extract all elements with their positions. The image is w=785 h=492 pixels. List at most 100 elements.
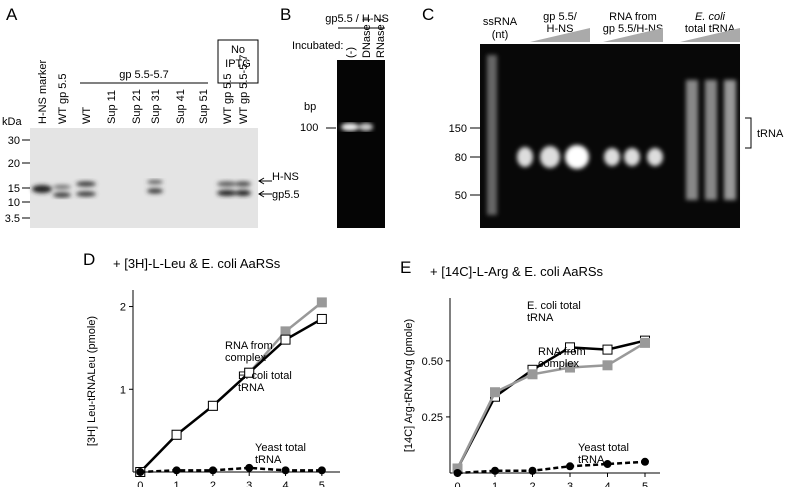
- point: [316, 313, 327, 324]
- x-tick-label: 4: [604, 481, 610, 487]
- point: [565, 362, 575, 373]
- series-name: Yeast total tRNA: [255, 442, 306, 466]
- row-label: Incubated:: [292, 40, 343, 52]
- y-tick-label: 1: [120, 384, 126, 396]
- ladder-label: ssRNA: [483, 16, 518, 28]
- x-tick-label: 5: [642, 481, 648, 487]
- series-line: [456, 341, 646, 470]
- series-name: RNA from complex: [538, 346, 586, 370]
- point: [602, 360, 613, 371]
- series-label: Yeast total tRNA: [578, 442, 629, 466]
- marker: 3.5: [5, 213, 20, 225]
- chart-title: + [14C]-L-Arg & E. coli AaRSs: [430, 264, 604, 279]
- group-label: gp 5.5/: [543, 11, 578, 23]
- unit: bp: [304, 101, 316, 113]
- box: [217, 39, 259, 84]
- x-tick-label: 1: [174, 480, 180, 487]
- series-name: Yeast total tRNA: [578, 442, 629, 466]
- gel: [337, 60, 385, 228]
- x-tick-label: 0: [137, 480, 143, 487]
- lane-labels: H-NS marker WT gp 5.5 WT Sup 11 Sup 21 Sup 31…: [37, 55, 250, 125]
- point: [316, 297, 327, 308]
- point: [527, 369, 538, 380]
- point: [136, 468, 145, 476]
- point: [171, 429, 182, 440]
- panel-label: C: [422, 5, 434, 24]
- lane-label: RNase I: [375, 18, 387, 58]
- point: [245, 463, 254, 472]
- header: gp5.5 / H-NS: [325, 13, 389, 25]
- point: [566, 462, 574, 471]
- bracket: [745, 117, 752, 149]
- marker: 10: [8, 197, 20, 209]
- band-label: H-NS: [272, 171, 299, 183]
- markers: 30 20 15 10 3.5: [5, 135, 30, 225]
- lane-label: WT gp 5.5-5.7: [238, 55, 250, 125]
- point: [640, 337, 650, 348]
- point: [490, 387, 500, 398]
- marker: 15: [8, 183, 20, 195]
- group-label: RNA from: [609, 11, 657, 23]
- x-tick-label: 4: [282, 480, 288, 487]
- marker: 100: [300, 122, 318, 134]
- lane-label: (-): [345, 47, 357, 58]
- y-tick-label: 2: [120, 302, 126, 314]
- marker: 50: [455, 190, 467, 202]
- series-line: [139, 317, 323, 473]
- series-line: [140, 466, 322, 474]
- chart-title: + [3H]-L-Leu & E. coli AaRSs: [113, 256, 281, 271]
- point: [207, 400, 218, 411]
- point: [602, 344, 613, 355]
- x-tick-label: 2: [529, 481, 535, 487]
- point: [281, 466, 290, 475]
- ladder-label: (nt): [492, 29, 509, 41]
- markers: 150 80 50: [449, 123, 480, 202]
- point: [603, 460, 612, 469]
- series-line: [456, 339, 646, 470]
- bracket-label: gp 5.5-5.7: [119, 69, 169, 81]
- marker: 80: [455, 152, 467, 164]
- lane-label: WT: [81, 107, 93, 124]
- lane-label: Sup 51: [198, 89, 210, 124]
- band-label: tRNA: [757, 128, 784, 140]
- x-tick-label: 3: [246, 480, 252, 487]
- point: [641, 457, 649, 466]
- gradient-triangle: [603, 28, 663, 42]
- gel: [30, 128, 258, 228]
- series-label: E. coli total tRNA: [527, 300, 581, 324]
- lane-label: Sup 21: [131, 89, 143, 124]
- gel: [480, 44, 740, 228]
- panel-label: D: [83, 250, 95, 269]
- point: [491, 466, 499, 475]
- series-label: RNA from complex: [538, 346, 586, 370]
- x-tick-label: 0: [454, 481, 460, 487]
- marker: 150: [449, 123, 467, 135]
- lane-label: WT gp 5.5: [57, 73, 69, 124]
- x-tick-label: 5: [319, 480, 325, 487]
- box-label: IPTG: [225, 58, 251, 70]
- point: [208, 466, 217, 475]
- series-name: E. coli total tRNA: [238, 370, 292, 394]
- x-tick-label: 3: [567, 481, 573, 487]
- point: [528, 466, 537, 475]
- series-line: [457, 460, 646, 475]
- arrows: [258, 177, 272, 198]
- unit: kDa: [2, 116, 22, 128]
- series-name: E. coli total tRNA: [527, 300, 581, 324]
- point: [453, 469, 462, 477]
- group-label: E. coli: [695, 11, 726, 23]
- series-label: RNA from complex: [225, 340, 273, 364]
- x-tick-label: 1: [492, 481, 498, 487]
- group-label: H-NS: [547, 23, 574, 35]
- lane-label: Sup 31: [150, 89, 162, 124]
- box-label: No: [231, 44, 245, 56]
- lane-label: Sup 11: [106, 90, 118, 124]
- marker: 30: [8, 135, 20, 147]
- panel-label: A: [6, 5, 18, 24]
- panel-label: E: [400, 258, 411, 277]
- series-label: E. coli total tRNA: [238, 370, 292, 394]
- panel-label: B: [280, 5, 291, 24]
- bands: [32, 180, 251, 198]
